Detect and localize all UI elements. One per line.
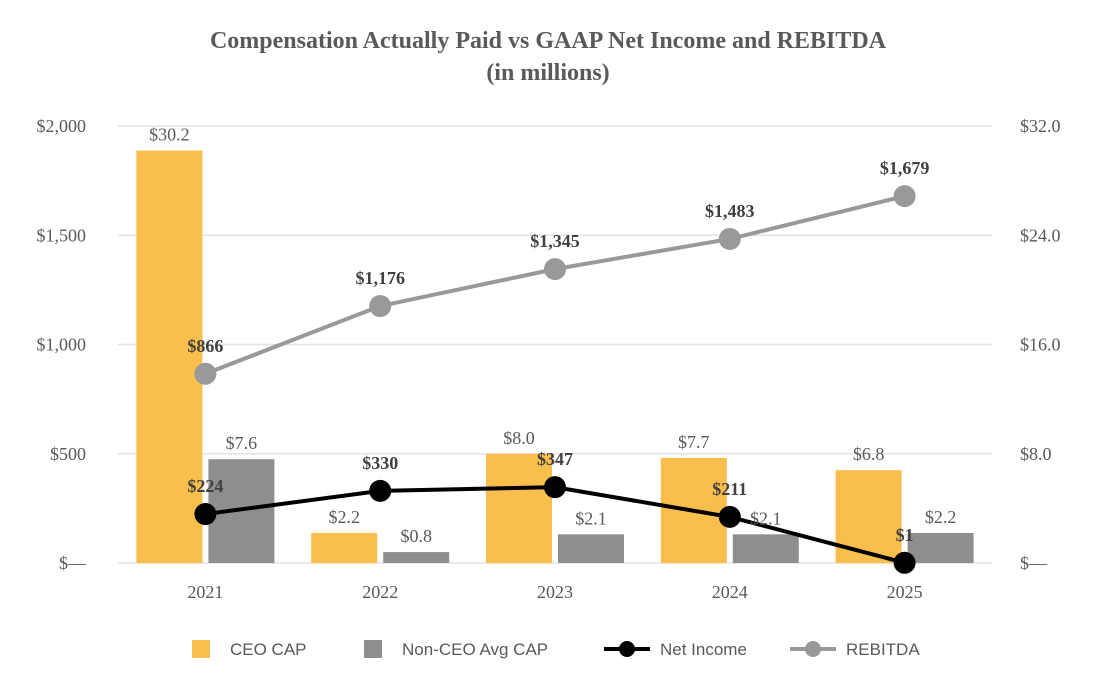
bar-data-label: $2.1	[575, 508, 607, 528]
line-data-label: $1,345	[530, 231, 580, 251]
y-left-tick-label: $2,000	[37, 116, 87, 136]
line-data-label: $866	[187, 336, 223, 356]
line-net-income	[205, 485, 906, 565]
y-right-tick-label: $24.0	[1020, 225, 1061, 245]
x-tick-label: 2021	[187, 582, 223, 602]
point-rebitda	[369, 295, 392, 318]
point-rebitda	[893, 185, 916, 208]
y-right-tick-label: $16.0	[1020, 335, 1061, 355]
bar-data-label: $0.8	[400, 526, 432, 546]
point-net-income	[718, 505, 741, 528]
lines	[194, 185, 916, 574]
chart-subtitle: (in millions)	[486, 60, 609, 86]
x-tick-label: 2022	[362, 582, 398, 602]
x-tick-label: 2025	[887, 582, 923, 602]
y-left-tick-label: $1,500	[37, 225, 87, 245]
y-left-tick-label: $—	[59, 553, 87, 573]
point-net-income	[369, 479, 392, 502]
line-rebitda	[204, 194, 906, 376]
line-data-label: $347	[537, 449, 573, 469]
y-left-tick-label: $500	[50, 444, 86, 464]
line-data-label: $1	[896, 525, 914, 545]
y-right-tick-label: $8.0	[1020, 444, 1052, 464]
bar-data-label: $7.7	[678, 432, 710, 452]
line-data-label: $224	[187, 476, 223, 496]
bar-ceo-cap	[136, 150, 203, 564]
x-axis: 2021 2022 2023 2024 2025	[187, 582, 922, 602]
bar-non-ceo-avg-cap	[732, 534, 799, 563]
bar-data-label: $8.0	[503, 428, 535, 448]
y-right-tick-label: $32.0	[1020, 116, 1061, 136]
legend-label: CEO CAP	[230, 640, 307, 659]
x-tick-label: 2023	[537, 582, 573, 602]
bar-non-ceo-avg-cap	[558, 534, 624, 563]
legend: CEO CAP Non-CEO Avg CAP Net Income REBITDA	[192, 640, 920, 659]
point-rebitda	[718, 227, 741, 250]
point-net-income	[544, 476, 566, 499]
legend-label: Net Income	[660, 640, 747, 659]
point-rebitda	[194, 362, 217, 385]
legend-swatch-non-ceo-avg-cap	[364, 640, 382, 658]
legend-label: REBITDA	[846, 640, 920, 659]
data-labels: $30.2 $2.2 $8.0 $7.7 $6.8 $7.6 $0.8 $2.1 $2.1 $2.…	[149, 125, 956, 546]
legend-marker-net-income	[619, 641, 635, 657]
legend-swatch-ceo-cap	[192, 640, 210, 658]
y-left-tick-label: $1,000	[37, 335, 87, 355]
bars	[136, 150, 974, 564]
line-data-label: $211	[712, 479, 747, 499]
bar-non-ceo-avg-cap	[907, 532, 974, 563]
bar-data-label: $7.6	[226, 433, 258, 453]
point-net-income	[194, 503, 217, 526]
line-data-label: $1,176	[355, 268, 405, 288]
line-data-label: $330	[362, 453, 398, 473]
bar-ceo-cap	[311, 532, 378, 563]
legend-label: Non-CEO Avg CAP	[402, 640, 548, 659]
x-tick-label: 2024	[712, 582, 748, 602]
bar-ceo-cap	[486, 453, 552, 563]
bar-data-label: $6.8	[853, 444, 885, 464]
line-data-label: $1,483	[705, 201, 755, 221]
legend-marker-rebitda	[805, 641, 821, 657]
bar-data-label: $2.1	[750, 508, 782, 528]
bar-non-ceo-avg-cap	[383, 552, 450, 563]
y-axis-right: $— $8.0 $16.0 $24.0 $32.0	[1020, 116, 1061, 573]
point-rebitda	[544, 258, 566, 281]
chart-title: Compensation Actually Paid vs GAAP Net I…	[210, 28, 887, 54]
bar-data-label: $30.2	[149, 125, 190, 145]
point-net-income	[893, 551, 916, 574]
bar-data-label: $2.2	[925, 507, 957, 527]
y-axis-left: $— $500 $1,000 $1,500 $2,000	[37, 116, 88, 573]
bar-data-label: $2.2	[328, 507, 360, 527]
y-right-tick-label: $—	[1020, 553, 1048, 573]
line-data-label: $1,679	[880, 158, 930, 178]
